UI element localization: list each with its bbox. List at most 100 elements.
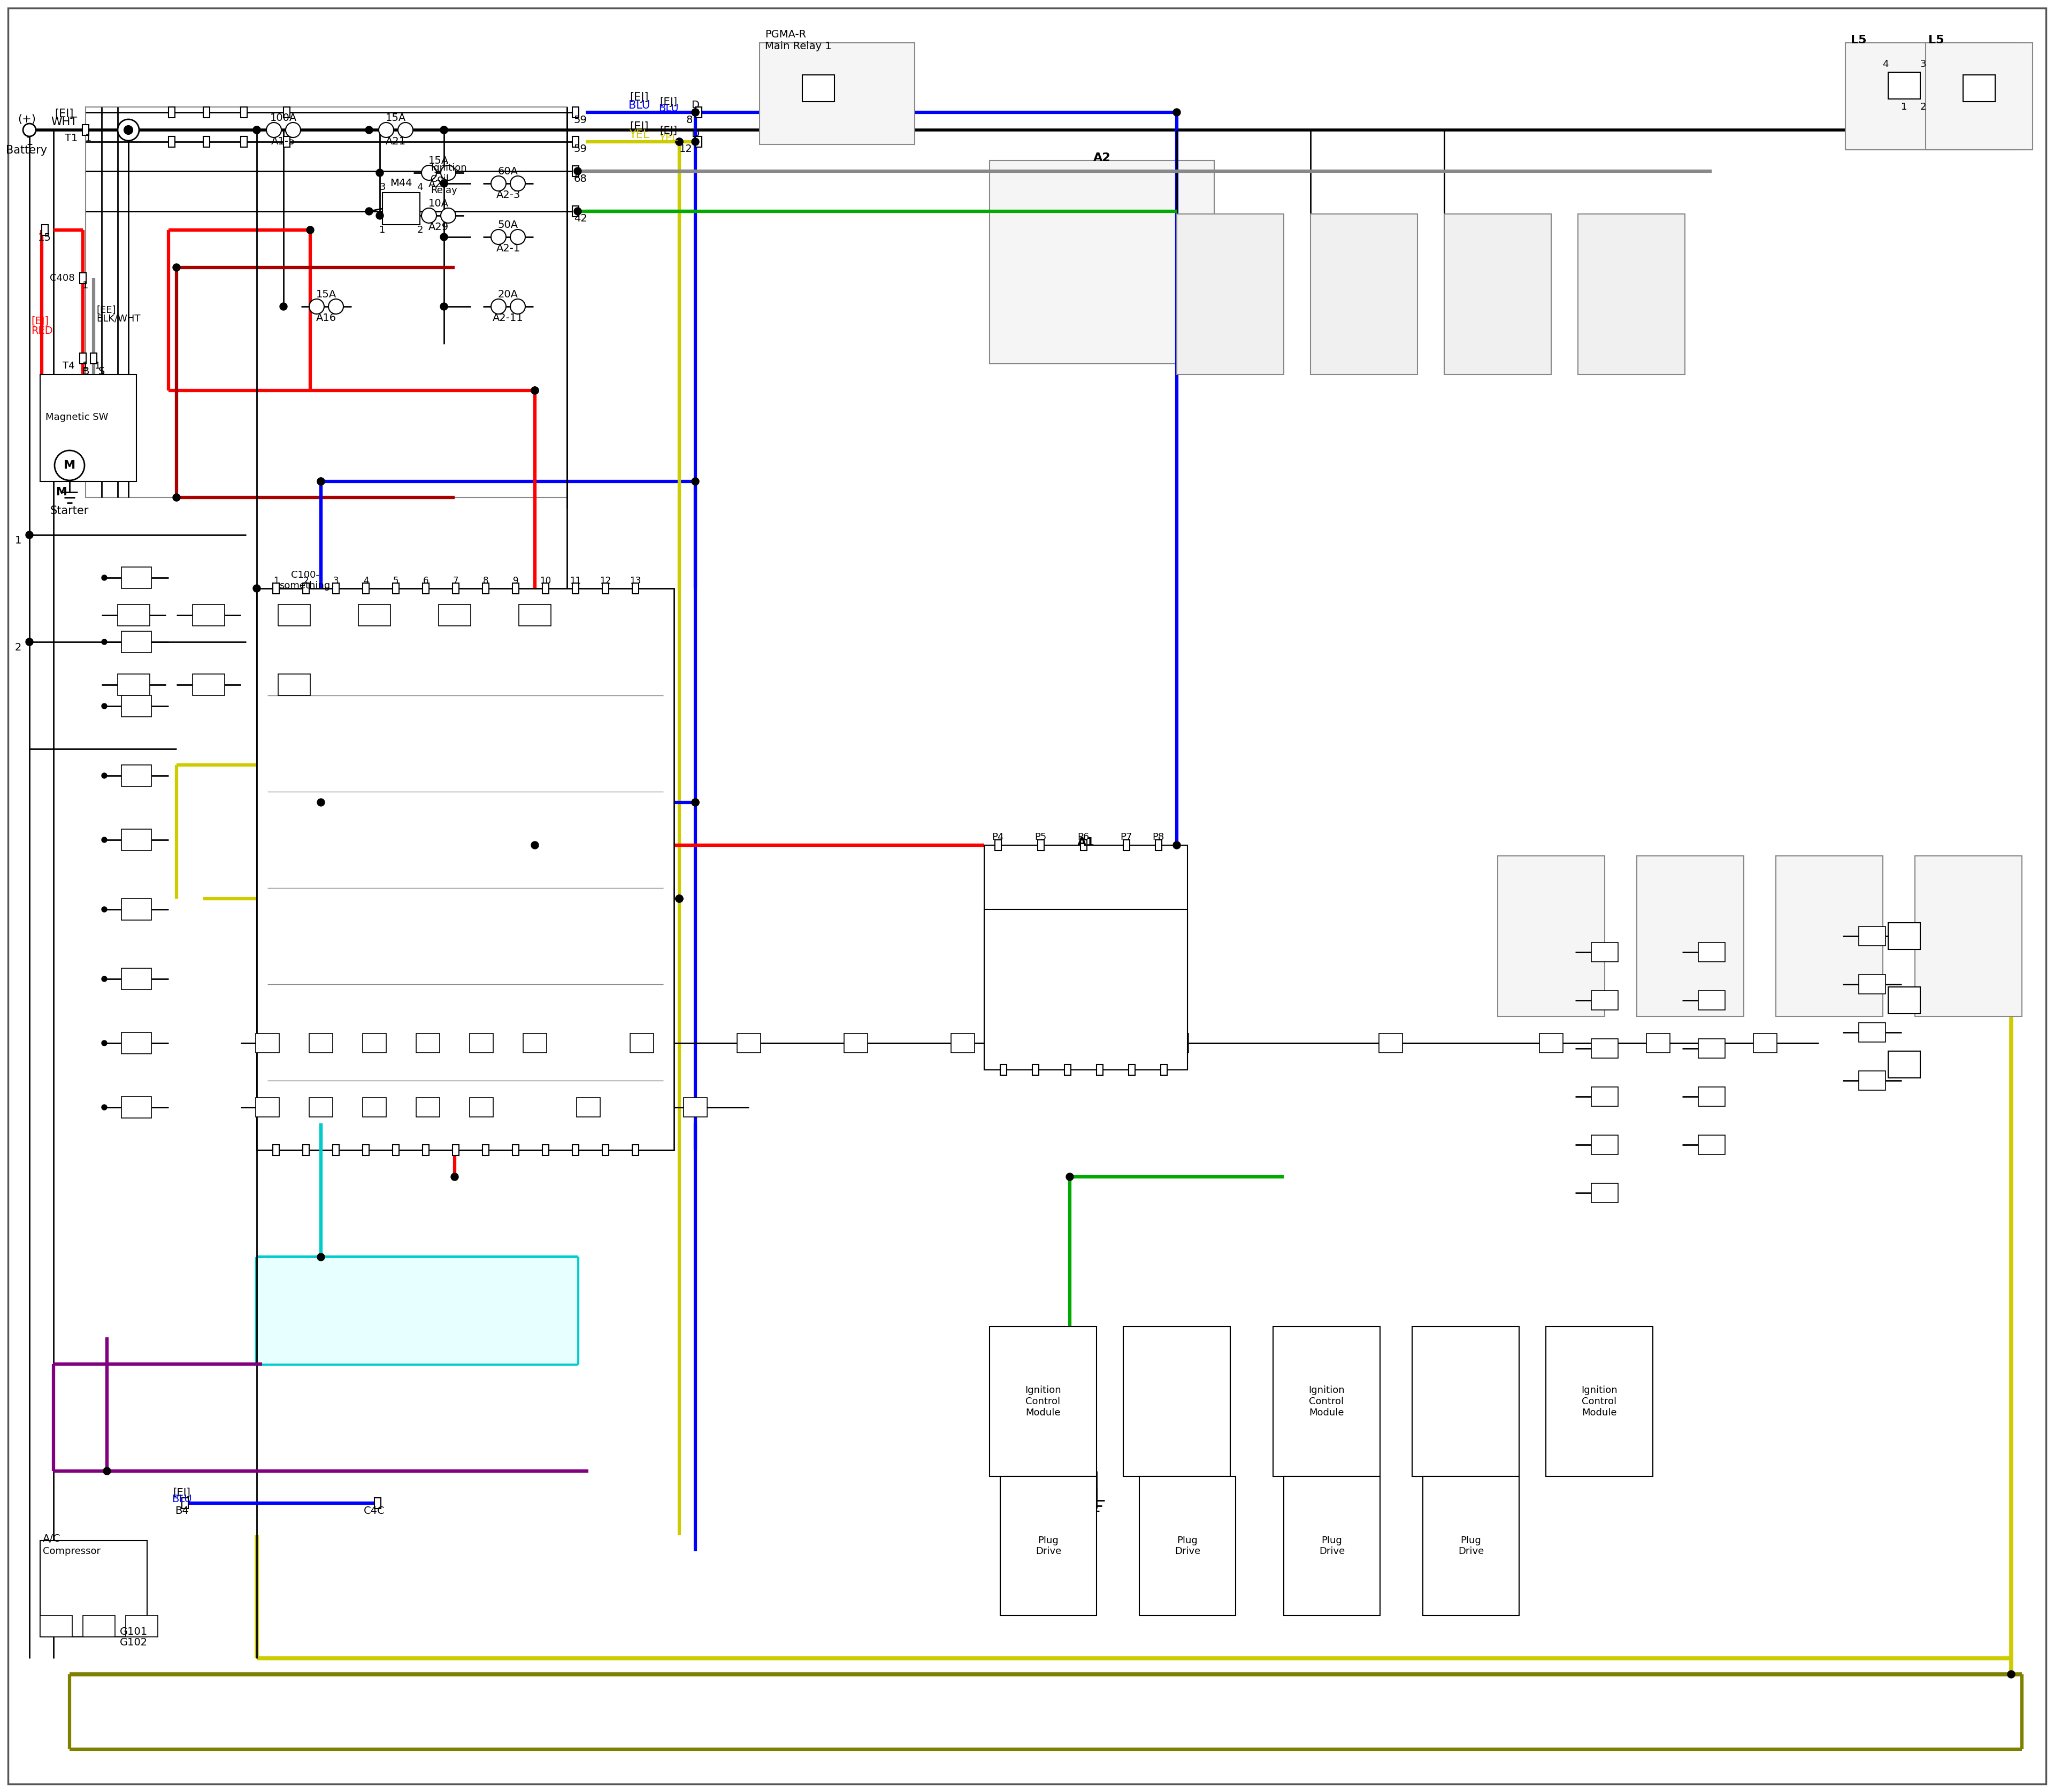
Text: Starter: Starter (49, 505, 88, 516)
Text: 10: 10 (540, 575, 550, 586)
Text: 3: 3 (333, 575, 339, 586)
Circle shape (676, 138, 684, 145)
Bar (117, 604, 150, 625)
Bar (1592, 1134, 1619, 1154)
Bar (121, 631, 152, 652)
Bar (524, 1034, 546, 1052)
Bar (1859, 1072, 1886, 1090)
Circle shape (509, 176, 526, 192)
Bar (1124, 1326, 1230, 1477)
Text: A21: A21 (386, 136, 407, 147)
Circle shape (55, 450, 84, 480)
Text: [EE]: [EE] (97, 305, 115, 315)
Text: B4: B4 (175, 1505, 189, 1516)
Circle shape (509, 229, 526, 244)
Circle shape (103, 1468, 111, 1475)
Bar (364, 582, 370, 593)
Bar (203, 136, 210, 147)
Text: [EJ]: [EJ] (631, 122, 649, 133)
Circle shape (306, 226, 314, 233)
Bar (452, 1145, 458, 1156)
Bar (121, 566, 152, 588)
Text: 60A: 60A (497, 167, 518, 177)
Bar (511, 582, 520, 593)
Bar (984, 909, 1187, 1070)
Text: S: S (99, 367, 105, 376)
Text: A2-1: A2-1 (497, 244, 520, 254)
Bar (520, 604, 550, 625)
Text: [EJ]: [EJ] (31, 315, 49, 326)
Bar (1547, 1326, 1653, 1477)
Bar (423, 582, 429, 593)
Bar (41, 375, 136, 482)
Bar (602, 1145, 608, 1156)
Circle shape (25, 530, 33, 539)
Bar (183, 1498, 189, 1509)
Bar (631, 1034, 653, 1052)
Bar (573, 206, 579, 217)
Bar (602, 582, 608, 593)
Circle shape (676, 138, 684, 145)
Circle shape (491, 299, 505, 314)
Text: A16: A16 (316, 314, 337, 323)
Bar (273, 582, 279, 593)
Bar (990, 1326, 1097, 1477)
Bar (273, 1145, 279, 1156)
Bar (121, 1097, 152, 1118)
Bar (1844, 43, 2017, 151)
Bar (633, 1145, 639, 1156)
Circle shape (329, 299, 343, 314)
Text: L5: L5 (1929, 34, 1943, 45)
Bar (168, 136, 175, 147)
Bar (1538, 1034, 1563, 1052)
Text: A2: A2 (1093, 152, 1111, 163)
Bar (417, 1034, 440, 1052)
Bar (1064, 1064, 1070, 1075)
Text: Plug
Drive: Plug Drive (1319, 1536, 1345, 1555)
Text: Plug
Drive: Plug Drive (1175, 1536, 1200, 1555)
Bar (1423, 1477, 1520, 1615)
Bar (364, 1034, 386, 1052)
Circle shape (676, 894, 684, 903)
Circle shape (310, 299, 325, 314)
Bar (1058, 1034, 1082, 1052)
Bar (1637, 857, 1744, 1016)
Bar (1097, 1064, 1103, 1075)
Bar (1000, 1064, 1006, 1075)
Circle shape (491, 176, 505, 192)
Text: BLU: BLU (659, 104, 678, 113)
Bar (470, 1098, 493, 1116)
Text: P7: P7 (1119, 831, 1132, 842)
Text: M: M (64, 461, 76, 471)
Circle shape (440, 303, 448, 310)
Bar (1154, 840, 1163, 851)
Circle shape (376, 211, 384, 219)
Circle shape (316, 799, 325, 806)
Bar (1497, 857, 1604, 1016)
Bar (1964, 75, 1994, 102)
Circle shape (101, 907, 107, 912)
Circle shape (440, 233, 448, 240)
Bar (417, 1098, 440, 1116)
Bar (1859, 975, 1886, 995)
Bar (310, 1034, 333, 1052)
Circle shape (421, 165, 435, 181)
Bar (1592, 1183, 1619, 1202)
Bar (255, 1098, 279, 1116)
Circle shape (23, 124, 35, 136)
Bar (1378, 1034, 1403, 1052)
Bar (203, 108, 210, 118)
Bar (633, 582, 639, 593)
Text: 1: 1 (82, 360, 88, 371)
Text: YEL: YEL (629, 129, 649, 140)
Circle shape (692, 799, 698, 806)
Text: B: B (82, 367, 88, 376)
Bar (803, 75, 834, 102)
Text: 1: 1 (82, 281, 88, 290)
Circle shape (692, 138, 698, 145)
Bar (483, 582, 489, 593)
Bar (1310, 213, 1417, 375)
Text: 3: 3 (1920, 59, 1927, 70)
Text: Ignition
Control
Module: Ignition Control Module (1308, 1385, 1345, 1417)
Text: 1: 1 (84, 133, 92, 143)
